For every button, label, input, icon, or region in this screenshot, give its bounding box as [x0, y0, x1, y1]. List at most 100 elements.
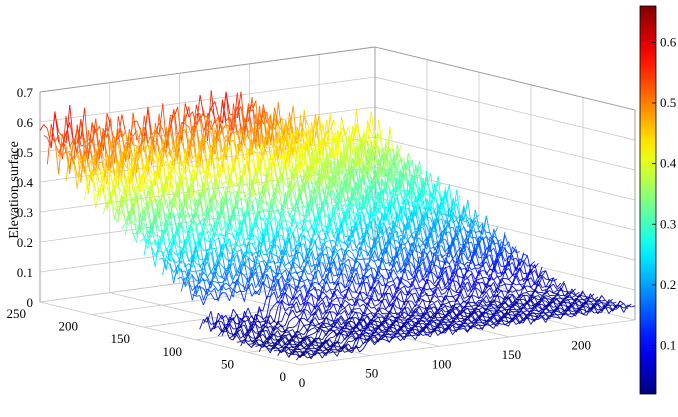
surface-segment	[251, 217, 257, 240]
surface-segment	[214, 247, 219, 263]
surface-segment	[270, 291, 275, 297]
surface-segment	[310, 319, 316, 327]
surface-segment	[359, 141, 365, 163]
surface-segment	[251, 142, 256, 145]
surface-segment	[288, 296, 294, 306]
surface-segment	[385, 204, 391, 225]
surface-segment	[266, 187, 272, 202]
surface-segment	[322, 316, 327, 327]
surface-segment	[385, 281, 390, 285]
surface-segment	[381, 258, 387, 270]
surface-segment	[359, 246, 364, 260]
surface-segment	[511, 276, 517, 286]
surface-segment	[326, 114, 331, 147]
surface-segment	[363, 250, 368, 253]
surface-segment	[329, 114, 335, 159]
surface-segment	[285, 329, 290, 332]
surface-segment	[333, 227, 338, 238]
surface-segment	[467, 281, 472, 292]
surface-segment	[303, 270, 309, 280]
surface-segment	[333, 250, 338, 254]
surface-segment	[519, 258, 524, 263]
surface-segment	[322, 228, 327, 240]
surface-segment	[244, 169, 249, 173]
surface-segment	[199, 268, 204, 272]
surface-segment	[140, 139, 145, 146]
surface-segment	[277, 146, 283, 163]
surface-segment	[389, 126, 395, 156]
surface-segment	[210, 232, 216, 243]
surface-segment	[229, 270, 234, 284]
surface-segment	[419, 220, 424, 225]
surface-segment	[203, 262, 208, 278]
surface-segment	[296, 264, 301, 269]
surface-segment	[307, 282, 312, 298]
surface-segment	[340, 289, 346, 294]
surface-segment	[277, 261, 283, 276]
surface-segment	[136, 213, 141, 243]
surface-segment	[485, 291, 491, 299]
surface-segment	[456, 217, 461, 237]
surface-segment	[303, 228, 308, 232]
surface-segment	[485, 278, 491, 288]
surface-segment	[299, 173, 305, 195]
surface-segment	[247, 328, 253, 332]
surface-segment	[426, 253, 431, 264]
surface-segment	[311, 266, 316, 274]
surface-segment	[151, 175, 156, 191]
surface-segment	[255, 217, 260, 244]
surface-segment	[221, 99, 227, 121]
surface-segment	[430, 252, 435, 269]
surface-segment	[430, 288, 435, 295]
surface-segment	[236, 91, 242, 119]
surface-segment	[396, 260, 402, 273]
surface-segment	[203, 205, 208, 234]
surface-segment	[489, 240, 495, 248]
surface-segment	[225, 229, 231, 246]
surface-segment	[147, 132, 153, 144]
surface-segment	[348, 266, 353, 280]
surface-segment	[482, 216, 487, 235]
surface-segment	[511, 254, 517, 271]
surface-segment	[418, 298, 424, 306]
surface-segment	[262, 209, 268, 227]
surface-segment	[541, 276, 547, 288]
surface-segment	[470, 271, 476, 280]
surface-segment	[344, 288, 350, 300]
surface-segment	[411, 181, 417, 185]
surface-segment	[389, 255, 394, 261]
surface-segment	[191, 212, 197, 224]
surface-segment	[366, 250, 372, 272]
surface-segment	[351, 267, 357, 275]
surface-segment	[225, 162, 231, 177]
surface-segment	[404, 221, 409, 237]
surface-segment	[173, 202, 179, 212]
surface-segment	[433, 286, 439, 295]
surface-segment	[452, 212, 458, 221]
surface-segment	[552, 283, 558, 290]
surface-segment	[389, 231, 394, 241]
surface-segment	[225, 259, 231, 276]
surface-segment	[363, 171, 368, 177]
surface-segment	[344, 201, 350, 210]
surface-segment	[445, 305, 450, 308]
surface-segment	[169, 164, 175, 180]
surface-segment	[426, 198, 432, 215]
surface-segment	[467, 264, 472, 271]
surface-segment	[303, 278, 308, 282]
surface-segment	[385, 226, 391, 241]
surface-segment	[173, 251, 178, 257]
surface-segment	[207, 213, 212, 217]
surface-segment	[352, 248, 357, 252]
surface-segment	[374, 238, 379, 259]
surface-segment	[180, 260, 186, 264]
surface-segment	[292, 315, 297, 319]
surface-segment	[143, 146, 149, 176]
surface-segment	[225, 326, 230, 334]
surface-segment	[255, 134, 260, 149]
surface-segment	[191, 248, 197, 268]
surface-segment	[296, 200, 301, 216]
surface-segment	[58, 143, 63, 157]
surface-segment	[374, 298, 379, 302]
surface-segment	[429, 306, 435, 315]
